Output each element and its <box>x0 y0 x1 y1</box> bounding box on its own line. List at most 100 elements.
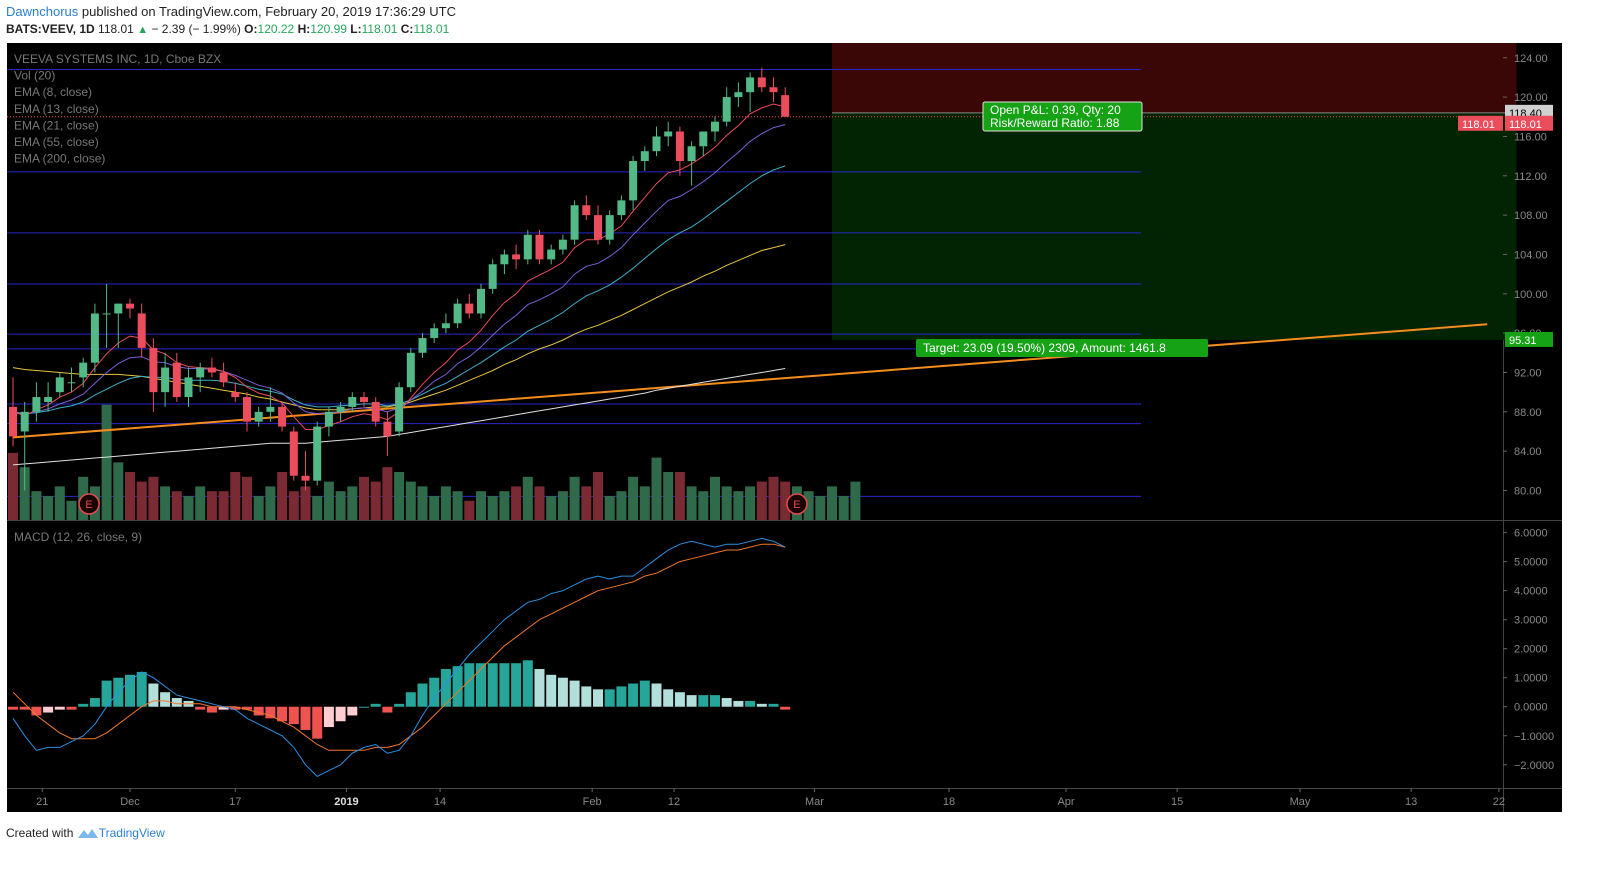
macd-histogram-bar <box>417 683 428 707</box>
candle-body <box>324 411 333 427</box>
volume-bar <box>569 476 580 520</box>
candle <box>55 372 64 398</box>
target-price-tag-text: 95.31 <box>1509 335 1537 347</box>
volume-bar <box>277 472 288 520</box>
macd-tick-label: −1.0000 <box>1514 731 1554 743</box>
macd-histogram-bar <box>195 706 206 710</box>
pnl-line-1: Open P&L: 0.39, Qty: 20 <box>990 103 1121 117</box>
volume-bar <box>359 476 369 520</box>
candle-body <box>605 215 614 240</box>
close-value: 118.01 <box>413 22 450 36</box>
volume-bar <box>557 491 568 520</box>
candle-body <box>617 200 626 216</box>
macd-histogram-bar <box>347 706 358 716</box>
time-tick-label: Feb <box>583 796 602 808</box>
target-box-bg <box>916 339 1208 357</box>
volume-bar <box>54 486 65 520</box>
volume-bar <box>19 467 30 520</box>
volume-bar <box>66 500 77 520</box>
macd-histogram-bar <box>616 686 627 707</box>
volume-bar <box>768 476 779 520</box>
candle <box>547 244 556 265</box>
open-label: O: <box>244 22 258 36</box>
candle-body <box>137 313 146 348</box>
time-tick-label: 18 <box>943 796 955 808</box>
macd-tick-label: 1.0000 <box>1514 673 1548 685</box>
brand-link[interactable]: TradingView <box>98 826 165 840</box>
candle <box>79 357 88 388</box>
volume-bar <box>698 491 709 520</box>
candle <box>371 397 380 427</box>
earnings-circle <box>786 493 808 515</box>
volume-bar <box>511 486 522 520</box>
macd-histogram-bar <box>686 695 697 707</box>
candle <box>477 283 485 319</box>
volume-bar <box>815 496 826 520</box>
time-tick-label: Apr <box>1057 796 1074 808</box>
candle <box>418 333 427 358</box>
candle <box>441 313 450 334</box>
candle <box>675 126 684 176</box>
macd-histogram-bar <box>265 706 276 719</box>
price-change: − 2.39 (− 1.99%) <box>151 22 241 36</box>
macd-histogram-bar <box>101 680 112 707</box>
candle <box>652 126 661 157</box>
macd-histogram-bar <box>359 706 369 708</box>
macd-histogram-bar <box>78 703 89 707</box>
macd-histogram-bar <box>733 700 744 707</box>
legend-item-1: Vol (20) <box>14 69 55 83</box>
candle-body <box>172 362 181 398</box>
macd-histogram-bar <box>663 689 674 707</box>
macd-histogram-bar <box>242 706 252 710</box>
volume-bar <box>43 496 54 520</box>
macd-histogram-bar <box>476 663 486 707</box>
candle-body <box>371 401 380 422</box>
candle-body <box>219 372 228 383</box>
last-pct-tag-bg <box>1458 115 1503 131</box>
candle <box>781 87 790 117</box>
price-tick-label: 88.00 <box>1514 407 1542 419</box>
candle <box>102 283 111 348</box>
author-link[interactable]: Dawnchorus <box>6 4 79 19</box>
volume-bar <box>780 481 791 520</box>
stop-zone <box>832 43 1517 113</box>
pnl-line-2: Risk/Reward Ratio: 1.88 <box>990 116 1120 130</box>
macd-tick-label: 6.0000 <box>1514 528 1548 540</box>
macd-histogram-bar <box>8 706 18 710</box>
volume-bar <box>405 481 416 520</box>
candle-body <box>406 352 415 388</box>
volume-bar <box>499 491 510 520</box>
last-price-tag-bg <box>1505 115 1553 131</box>
candle <box>44 382 53 412</box>
candle <box>383 411 392 457</box>
candle-body <box>9 406 17 437</box>
candle-body <box>79 362 88 378</box>
volume-bar <box>838 496 849 520</box>
candle-body <box>383 421 392 437</box>
volume-bar <box>639 486 650 520</box>
candle-body <box>664 131 673 137</box>
pnl-box-bg <box>982 101 1143 132</box>
candle-body <box>44 397 53 402</box>
macd-histogram-bar <box>43 706 54 713</box>
volume-bar <box>195 486 206 520</box>
candle-body <box>465 303 474 314</box>
close-label: C: <box>400 22 414 36</box>
volume-bar <box>288 491 299 520</box>
candle-body <box>32 397 41 412</box>
macd-histogram-bar <box>581 686 592 707</box>
candle <box>243 392 251 432</box>
price-tick-label: 112.00 <box>1514 171 1547 183</box>
macd-histogram-bar <box>206 706 217 713</box>
candle <box>324 406 333 437</box>
candle-body <box>687 146 696 162</box>
legend-item-0: VEEVA SYSTEMS INC, 1D, Cboe BZX <box>14 52 221 66</box>
time-tick-label: 12 <box>668 796 680 808</box>
macd-histogram-bar <box>674 692 685 707</box>
candle-body <box>582 205 591 216</box>
candle <box>500 249 509 275</box>
candle <box>769 77 778 103</box>
legend-item-2: EMA (8, close) <box>14 85 92 99</box>
volume-bar <box>593 472 603 520</box>
macd-histogram-bar <box>312 706 323 739</box>
